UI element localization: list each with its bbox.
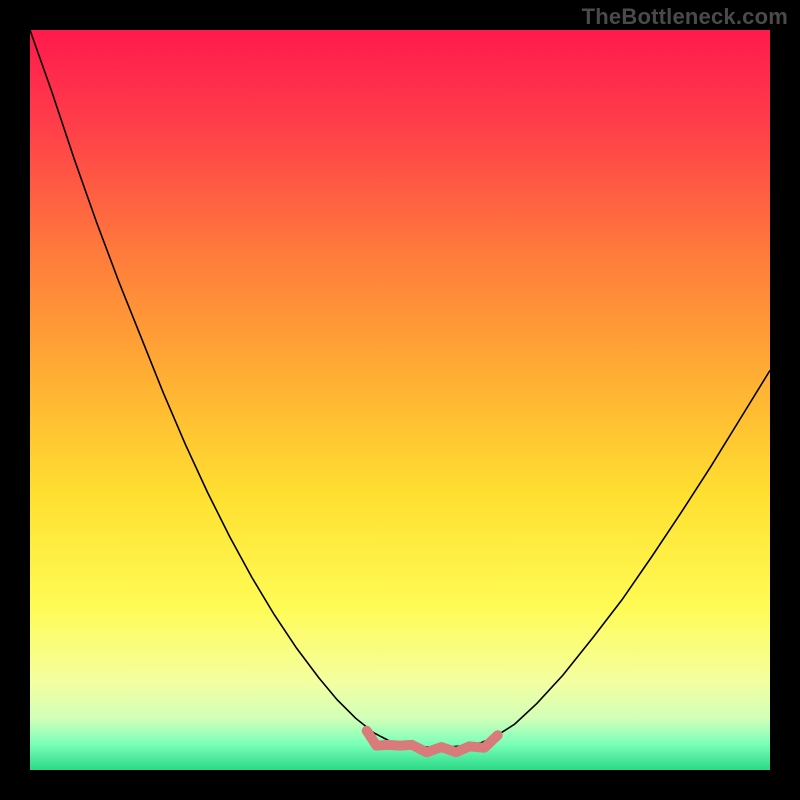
chart-svg [0,0,800,800]
plot-background [30,30,770,770]
watermark-text: TheBottleneck.com [582,4,788,30]
stage: TheBottleneck.com [0,0,800,800]
